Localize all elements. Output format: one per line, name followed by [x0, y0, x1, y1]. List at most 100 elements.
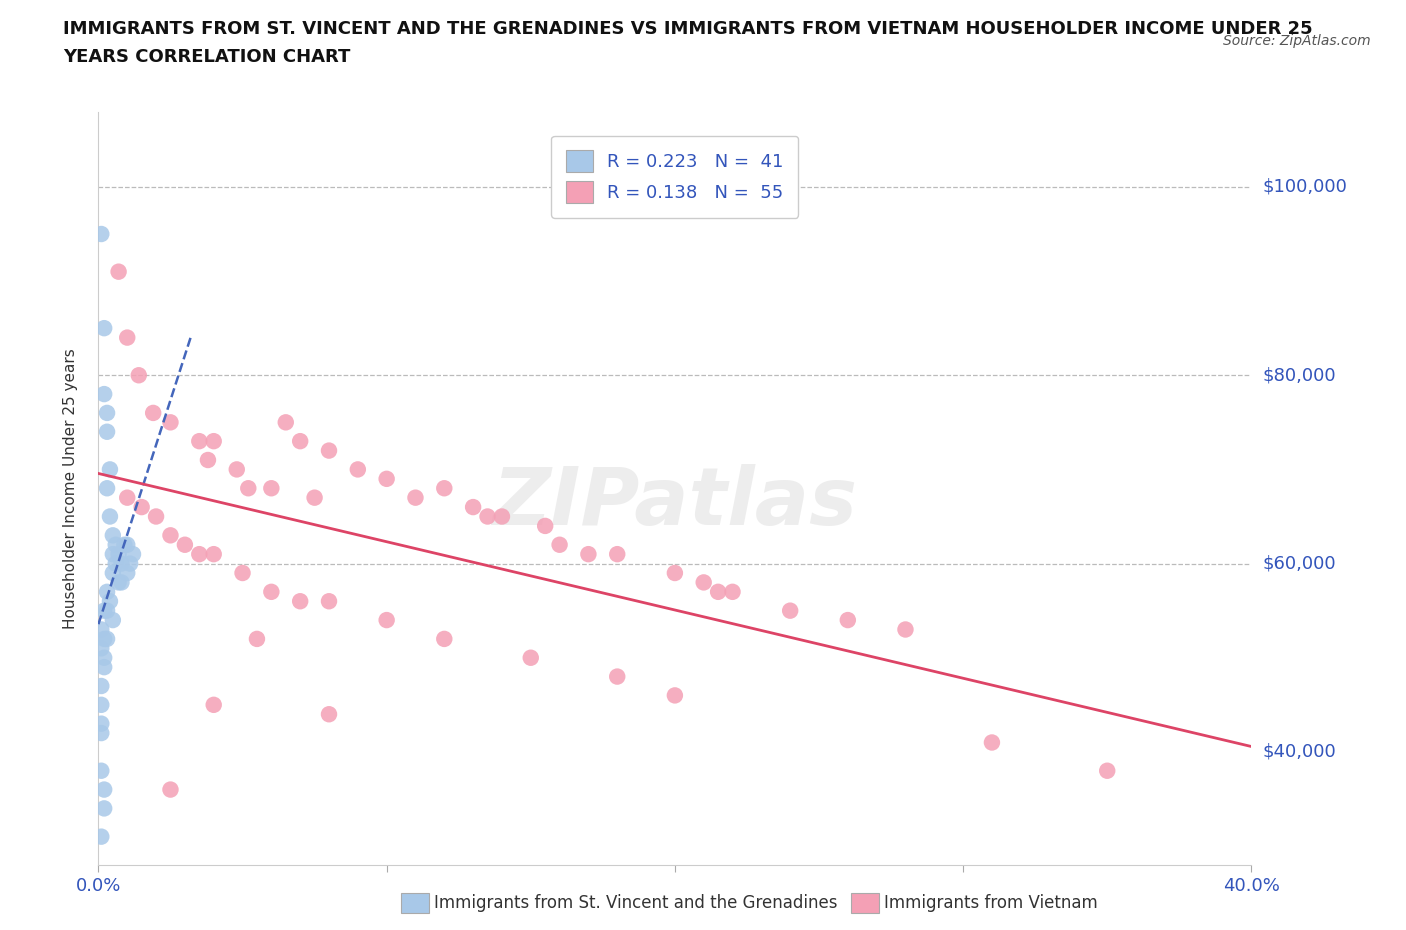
Point [145, 509, 167, 524]
Point [405, 490, 427, 505]
Point [346, 462, 368, 477]
Point [120, 556, 142, 571]
Text: $80,000: $80,000 [1263, 366, 1336, 384]
Point [1097, 764, 1119, 778]
Point [90, 679, 112, 694]
Point [101, 565, 124, 580]
Point [520, 650, 543, 665]
Point [104, 538, 127, 552]
Point [202, 547, 225, 562]
Point [238, 481, 260, 496]
Point [159, 528, 181, 543]
Point [197, 453, 219, 468]
Point [101, 613, 124, 628]
Text: $60,000: $60,000 [1263, 554, 1336, 573]
Point [318, 444, 340, 458]
Point [606, 670, 628, 684]
Point [117, 565, 139, 580]
Point [142, 405, 165, 420]
Point [894, 622, 917, 637]
Point [433, 481, 456, 496]
Point [98, 462, 121, 477]
Point [104, 556, 127, 571]
Point [981, 735, 1004, 750]
Point [90, 716, 112, 731]
Point [433, 631, 456, 646]
Point [90, 764, 112, 778]
Point [98, 509, 121, 524]
Point [93, 801, 115, 816]
Point [606, 547, 628, 562]
Point [96, 631, 118, 646]
Point [318, 594, 340, 609]
Point [318, 707, 340, 722]
Point [90, 725, 112, 740]
Point [107, 264, 129, 279]
Point [693, 575, 716, 590]
Point [90, 622, 112, 637]
Text: Source: ZipAtlas.com: Source: ZipAtlas.com [1223, 34, 1371, 48]
Point [96, 584, 118, 599]
Point [461, 499, 484, 514]
Point [664, 688, 686, 703]
Point [578, 547, 600, 562]
Point [93, 631, 115, 646]
Point [260, 481, 283, 496]
Point [117, 330, 139, 345]
Point [131, 499, 153, 514]
Point [122, 547, 145, 562]
Text: $100,000: $100,000 [1263, 178, 1347, 196]
Point [202, 698, 225, 712]
Point [491, 509, 513, 524]
Point [107, 575, 129, 590]
Text: ZIPatlas: ZIPatlas [492, 464, 858, 542]
Text: YEARS CORRELATION CHART: YEARS CORRELATION CHART [63, 48, 350, 66]
Point [188, 433, 211, 448]
Point [110, 556, 132, 571]
Point [548, 538, 571, 552]
Point [93, 387, 115, 402]
Point [90, 698, 112, 712]
Point [96, 481, 118, 496]
Point [246, 631, 269, 646]
Point [304, 490, 326, 505]
Point [101, 547, 124, 562]
Point [93, 604, 115, 618]
Point [225, 462, 247, 477]
Point [93, 321, 115, 336]
Point [707, 584, 730, 599]
Point [90, 641, 112, 656]
Point [117, 538, 139, 552]
Point [290, 594, 312, 609]
Point [96, 405, 118, 420]
Point [174, 538, 197, 552]
Point [96, 604, 118, 618]
Point [90, 830, 112, 844]
Point [90, 227, 112, 242]
Point [128, 367, 150, 383]
Point [159, 782, 181, 797]
Point [837, 613, 859, 628]
Point [188, 547, 211, 562]
Point [107, 547, 129, 562]
Point [112, 538, 135, 552]
Point [117, 490, 139, 505]
Point [159, 415, 181, 430]
Point [101, 528, 124, 543]
Point [721, 584, 744, 599]
Text: Immigrants from Vietnam: Immigrants from Vietnam [884, 894, 1098, 912]
Point [290, 433, 312, 448]
Point [260, 584, 283, 599]
Point [534, 519, 557, 534]
Point [202, 433, 225, 448]
Point [477, 509, 499, 524]
Y-axis label: Householder Income Under 25 years: Householder Income Under 25 years [63, 348, 77, 629]
Point [93, 650, 115, 665]
Text: $40,000: $40,000 [1263, 743, 1336, 761]
Text: IMMIGRANTS FROM ST. VINCENT AND THE GRENADINES VS IMMIGRANTS FROM VIETNAM HOUSEH: IMMIGRANTS FROM ST. VINCENT AND THE GREN… [63, 20, 1313, 38]
Point [93, 782, 115, 797]
Point [274, 415, 297, 430]
Point [375, 472, 398, 486]
Point [96, 424, 118, 439]
Point [375, 613, 398, 628]
